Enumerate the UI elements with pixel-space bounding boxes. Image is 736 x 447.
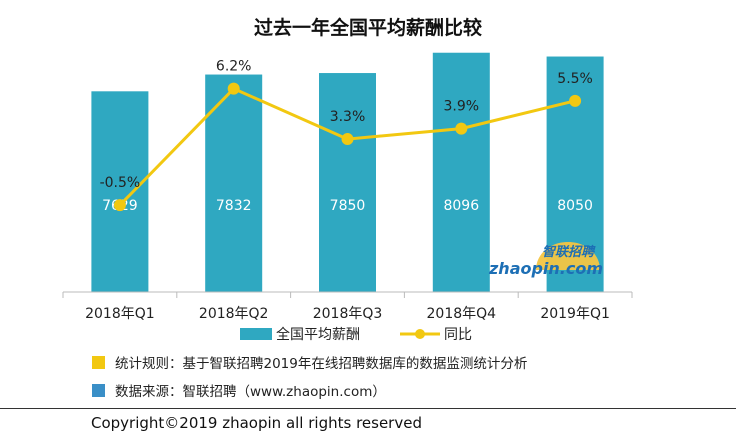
x-tick-label: 2018年Q3 (313, 306, 383, 322)
yoy-point-3 (455, 122, 468, 135)
chart-title: 过去一年全国平均薪酬比较 (254, 16, 482, 39)
note-rule-swatch (92, 355, 105, 369)
bar-3 (432, 52, 490, 292)
x-tick-label: 2018年Q2 (199, 306, 269, 322)
bar-value-label: 7832 (216, 198, 252, 214)
legend-bar-label: 全国平均薪酬 (276, 326, 360, 343)
chart: 过去一年全国平均薪酬比较 76297832785080968050 2018年Q… (62, 16, 633, 343)
yoy-value-label: 6.2% (216, 59, 252, 75)
watermark-brand-cn: 智联招聘 (542, 244, 596, 260)
note-rule: 统计规则：基于智联招聘2019年在线招聘数据库的数据监测统计分析 (92, 352, 527, 372)
note-source-text: 数据来源：智联招聘（www.zhaopin.com） (115, 384, 386, 400)
x-tick-label: 2019年Q1 (540, 306, 610, 322)
yoy-value-label: 3.9% (444, 99, 480, 115)
yoy-value-label: 5.5% (557, 71, 593, 87)
note-rule-text: 统计规则：基于智联招聘2019年在线招聘数据库的数据监测统计分析 (115, 356, 528, 372)
legend-line-label: 同比 (444, 327, 472, 343)
watermark-brand-en: zhaopin.com (488, 259, 603, 278)
note-source-swatch (92, 383, 105, 397)
bar-value-label: 7850 (330, 198, 366, 214)
copyright: Copyright©2019 zhaopin all rights reserv… (91, 414, 422, 432)
bar-1 (205, 74, 263, 292)
bar-value-label: 8096 (443, 198, 479, 214)
legend-bar-swatch (240, 328, 272, 340)
footer-divider (0, 408, 736, 409)
yoy-point-4 (569, 94, 582, 107)
legend: 全国平均薪酬 同比 (240, 326, 472, 343)
x-tick-label: 2018年Q1 (85, 306, 155, 322)
yoy-point-0 (113, 199, 126, 212)
bar-value-label: 8050 (557, 198, 593, 214)
bar-2 (319, 73, 376, 292)
legend-line-marker (415, 329, 425, 339)
yoy-point-1 (227, 82, 240, 95)
note-source: 数据来源：智联招聘（www.zhaopin.com） (92, 380, 386, 400)
yoy-value-label: 3.3% (330, 109, 366, 125)
yoy-value-label: -0.5% (100, 175, 141, 191)
bar-0 (91, 91, 149, 292)
yoy-point-2 (341, 133, 354, 146)
zhaopin-watermark: 智联招聘 zhaopin.com (488, 242, 603, 278)
x-tick-label: 2018年Q4 (427, 306, 497, 322)
